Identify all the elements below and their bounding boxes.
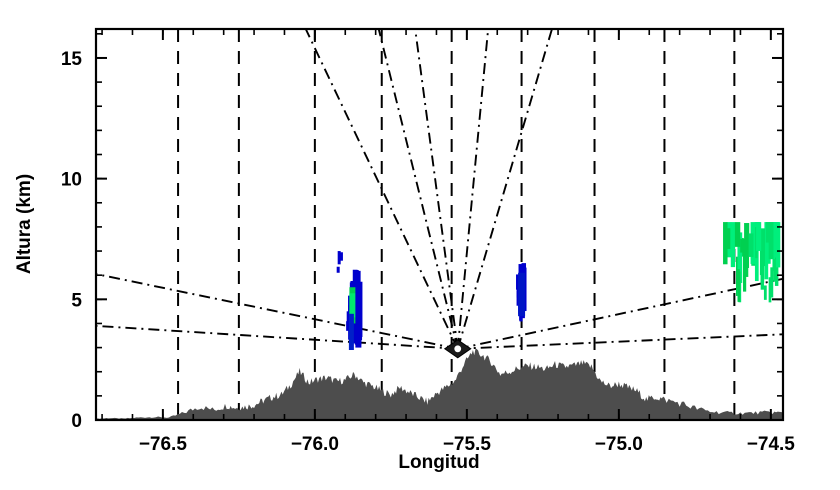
echo-streak xyxy=(744,240,749,277)
radar-beam-line xyxy=(456,29,553,350)
echo-streak xyxy=(766,222,771,264)
plot-body xyxy=(96,29,783,420)
echo-streak xyxy=(737,271,741,302)
echo-streak xyxy=(738,232,743,283)
echo-streak xyxy=(768,222,774,260)
echo-streak xyxy=(734,222,741,247)
radar-beam-line xyxy=(457,333,783,350)
echo-streak xyxy=(768,277,772,303)
echo-streak xyxy=(775,222,781,268)
echo-streak xyxy=(763,285,767,300)
y-tick-label: 15 xyxy=(61,49,83,70)
radar-site-center xyxy=(454,345,462,353)
y-axis-ticks xyxy=(96,33,783,421)
echo-core xyxy=(349,293,359,318)
echo-streak xyxy=(765,222,772,243)
echo-streak xyxy=(760,264,764,290)
y-tick-label: 0 xyxy=(71,411,82,432)
x-tick-label: −75.5 xyxy=(443,434,492,455)
y-tick-label: 5 xyxy=(71,290,82,311)
y-axis-tick-labels: 0 5 10 15 xyxy=(61,49,83,432)
echo-streak xyxy=(737,232,741,302)
x-tick-label: −76.5 xyxy=(139,434,188,455)
x-axis-tick-labels: −76.5 −76.0 −75.5 −75.0 −74.5 xyxy=(139,434,795,455)
radar-beam-line xyxy=(457,277,783,350)
x-tick-label: −76.0 xyxy=(291,434,339,455)
echo-streak xyxy=(748,233,754,257)
echo-streak xyxy=(337,251,341,265)
echo-streak xyxy=(336,266,340,273)
echo-core xyxy=(518,272,526,317)
radar-beam-line xyxy=(456,29,490,349)
echo-streak xyxy=(743,248,747,292)
terrain-elevation-profile xyxy=(96,348,783,420)
x-axis-ticks xyxy=(101,29,772,420)
echo-streak xyxy=(725,228,731,249)
echo-streak xyxy=(756,222,762,251)
beam-lines-group xyxy=(96,29,783,350)
echo-streak xyxy=(355,284,362,348)
echo-streak xyxy=(760,228,765,267)
echo-streak xyxy=(764,222,769,280)
echo-streak xyxy=(348,313,354,351)
echo-streak xyxy=(770,267,774,298)
echo-cells-group xyxy=(336,222,781,351)
x-tick-label: −75.0 xyxy=(595,434,643,455)
echo-streak xyxy=(740,238,746,253)
echo-streak xyxy=(744,223,750,251)
echo-streak xyxy=(340,252,343,261)
echo-streak xyxy=(730,222,736,268)
radar-beam-line xyxy=(304,29,459,350)
radar-site-marker xyxy=(443,339,472,359)
radar-beam-line xyxy=(377,29,459,350)
x-tick-label: −74.5 xyxy=(747,434,796,455)
radar-beam-line xyxy=(414,29,459,349)
x-axis-title: Longitud xyxy=(398,452,479,473)
plot-frame xyxy=(94,27,785,422)
radar-beam-line xyxy=(96,324,458,350)
y-tick-label: 10 xyxy=(61,170,82,191)
echo-streak xyxy=(752,227,758,259)
radar-beam-line xyxy=(96,273,458,350)
echo-streak xyxy=(346,321,350,331)
y-axis-title: Altura (km) xyxy=(14,174,35,274)
echo-streak xyxy=(773,245,777,282)
